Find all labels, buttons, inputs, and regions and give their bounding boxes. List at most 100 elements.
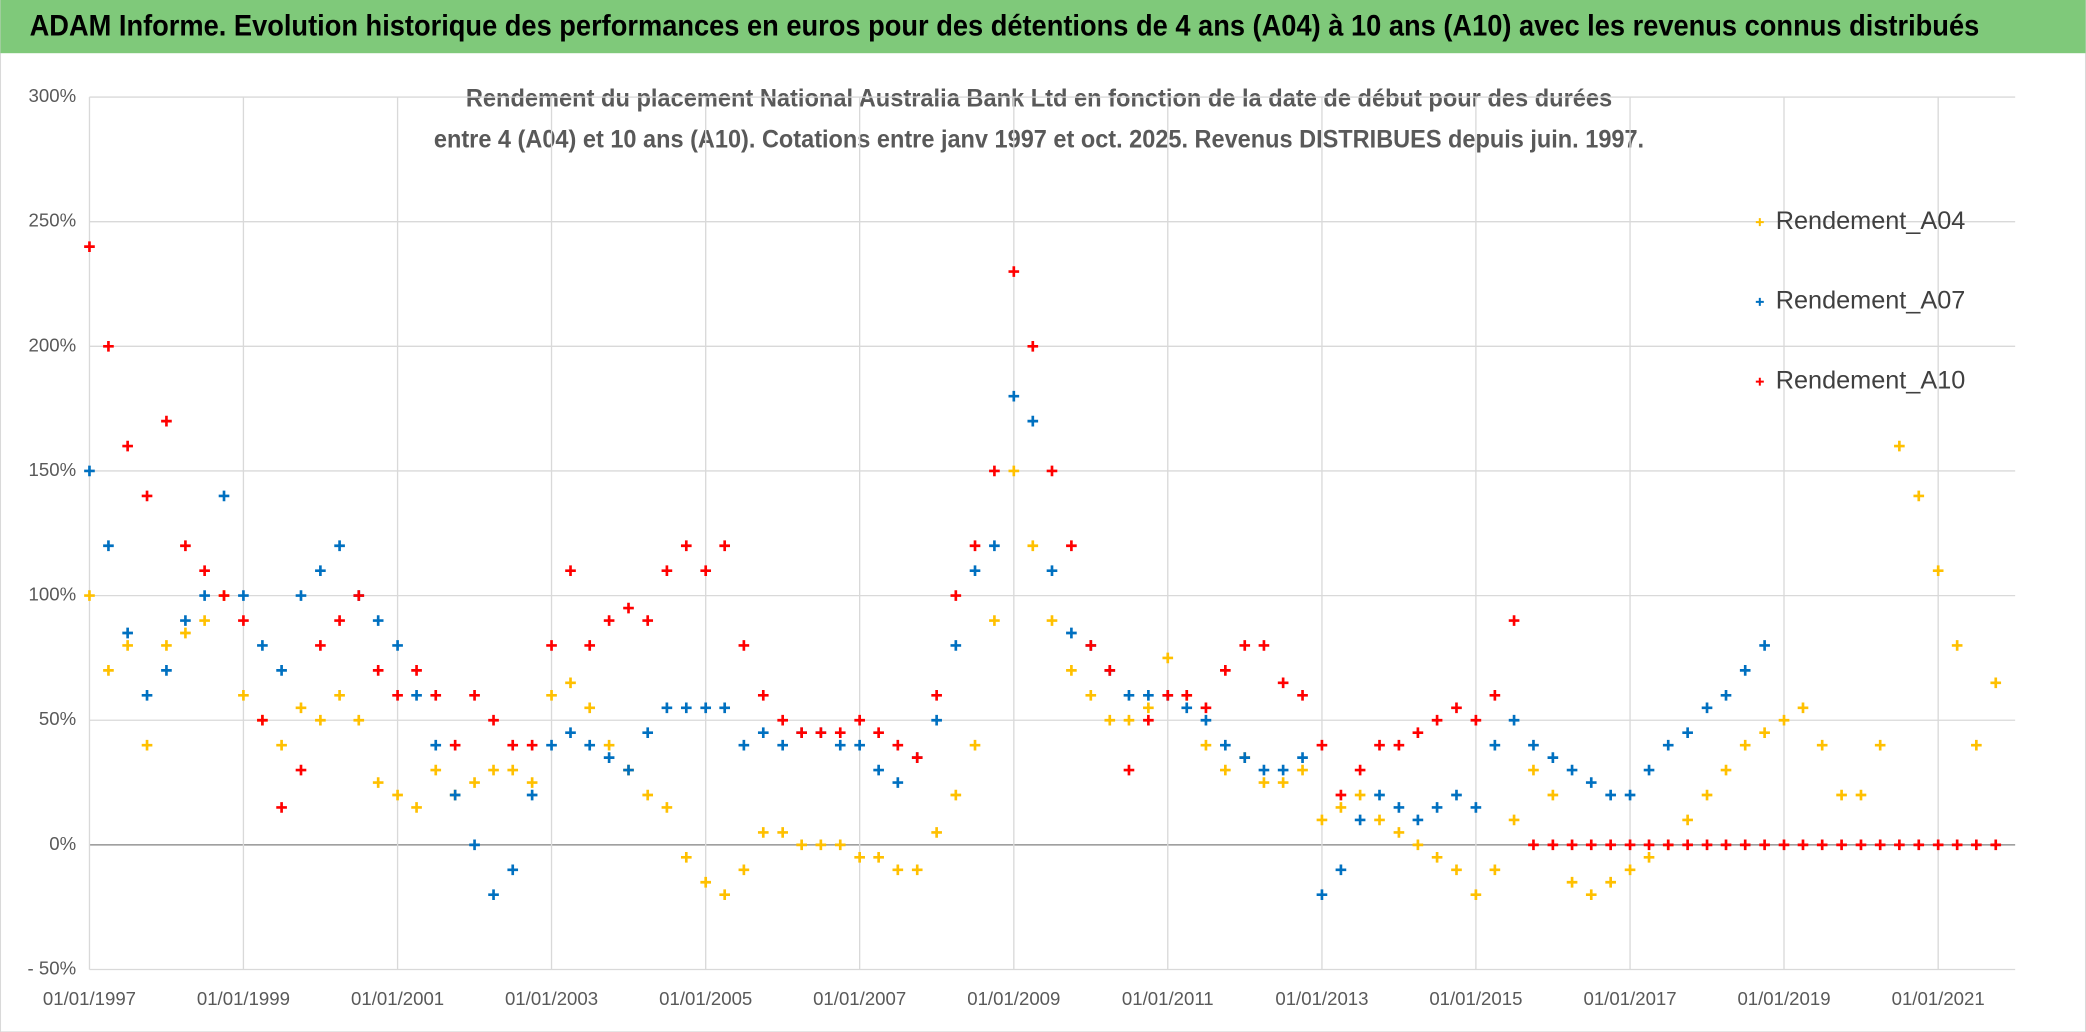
point (238, 615, 249, 626)
point (1508, 615, 1520, 626)
point (1200, 739, 1212, 751)
point (1123, 689, 1135, 701)
point (315, 565, 326, 576)
point (642, 727, 654, 739)
legend-label: Rendement_A07 (1776, 287, 1966, 315)
marks (84, 241, 2002, 901)
point (1816, 739, 1828, 751)
point (1528, 839, 1539, 851)
point (84, 590, 95, 601)
point (854, 852, 865, 863)
point (1066, 665, 1077, 676)
point (1624, 789, 1636, 801)
x-tick-label: 01/01/1997 (43, 988, 136, 1009)
point (334, 615, 345, 626)
point (1759, 839, 1770, 851)
point (1489, 864, 1501, 876)
point (1990, 677, 2002, 689)
legend-marker (1755, 377, 1764, 386)
point (1181, 702, 1193, 714)
point (1662, 839, 1674, 851)
point (623, 764, 634, 776)
point (1489, 739, 1501, 751)
point (1143, 689, 1154, 701)
point (834, 839, 846, 851)
point (372, 777, 384, 788)
point (969, 565, 981, 576)
point (565, 565, 576, 576)
point (873, 764, 884, 776)
point (565, 677, 576, 689)
x-tick-label: 01/01/2015 (1429, 988, 1522, 1009)
point (469, 839, 480, 851)
point (1297, 752, 1308, 763)
point (680, 540, 692, 552)
point (507, 864, 519, 876)
point (507, 764, 519, 776)
point (603, 615, 615, 626)
point (1123, 714, 1135, 726)
point (1316, 739, 1328, 751)
point (1836, 789, 1847, 801)
point (1085, 689, 1097, 701)
point (218, 590, 230, 601)
point (276, 665, 287, 676)
point (1816, 839, 1828, 851)
point (584, 640, 596, 651)
y-tick-label: 250% (29, 210, 77, 231)
point (1585, 777, 1597, 788)
point (680, 702, 692, 714)
point (1181, 689, 1193, 701)
point (1913, 490, 1925, 502)
y-tick-label: 0% (49, 833, 76, 854)
point (161, 640, 172, 651)
point (911, 752, 923, 763)
point (161, 665, 172, 676)
point (892, 777, 904, 788)
point (1874, 739, 1886, 751)
point (1297, 764, 1308, 776)
point (1143, 714, 1154, 726)
point (777, 739, 788, 751)
point (1971, 739, 1982, 751)
point (103, 341, 114, 352)
point (315, 640, 326, 651)
point (1316, 889, 1328, 901)
point (141, 490, 153, 502)
point (353, 590, 365, 601)
point (1027, 341, 1039, 352)
point (950, 640, 962, 651)
point (392, 789, 403, 801)
point (1374, 789, 1385, 801)
point (1239, 752, 1251, 763)
point (372, 615, 384, 626)
point (469, 689, 480, 701)
point (103, 665, 114, 676)
x-tick-label: 01/01/2005 (659, 988, 752, 1009)
point (1739, 839, 1751, 851)
point (122, 640, 133, 651)
point (161, 415, 172, 427)
point (1162, 689, 1174, 701)
point (1932, 839, 1944, 851)
point (1508, 814, 1520, 826)
point (1508, 714, 1520, 726)
point (1220, 739, 1231, 751)
point (1027, 415, 1039, 427)
legend: Rendement_A04 Rendement_A07 Rendement_A10 (1755, 207, 1966, 394)
legend-label: Rendement_A04 (1776, 207, 1966, 235)
point (122, 627, 133, 639)
point (1008, 390, 1020, 402)
point (603, 739, 615, 751)
x-tick-label: 01/01/2009 (967, 988, 1060, 1009)
point (315, 714, 326, 726)
point (218, 490, 230, 502)
point (1585, 889, 1597, 901)
x-tick-label: 01/01/2021 (1892, 988, 1985, 1009)
point (526, 789, 538, 801)
point (777, 827, 788, 838)
point (1470, 802, 1482, 813)
point (931, 689, 942, 701)
point (1759, 727, 1770, 739)
title-box (412, 77, 1663, 165)
